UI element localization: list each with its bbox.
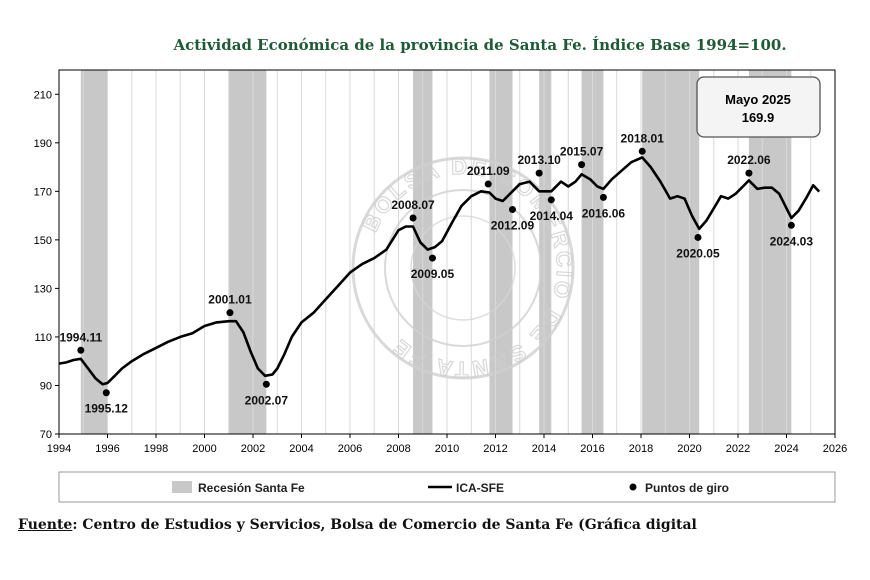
recession-band — [228, 70, 267, 434]
turning-point-label: 2001.01 — [208, 293, 252, 307]
y-tick-label: 190 — [34, 138, 52, 150]
callout-line1: Mayo 2025 — [725, 92, 791, 107]
turning-point — [578, 161, 586, 169]
y-tick-label: 170 — [34, 186, 52, 198]
recession-band — [80, 70, 108, 434]
seal-inner-ring — [384, 189, 542, 347]
x-tick-label: 2020 — [677, 443, 701, 455]
x-tick-label: 2016 — [580, 443, 604, 455]
callout-frame — [696, 76, 821, 138]
turning-point-label: 2018.01 — [621, 131, 665, 145]
turning-point — [484, 180, 492, 188]
x-tick-label: 2008 — [386, 443, 410, 455]
turning-point — [787, 221, 795, 229]
turning-point-label: 2020.05 — [676, 246, 720, 260]
chart-title: Actividad Económica de la provincia de S… — [173, 36, 787, 54]
legend-label-points: Puntos de giro — [645, 481, 729, 495]
turning-point-label: 2024.03 — [770, 234, 814, 248]
y-tick-label: 110 — [34, 332, 52, 344]
axes: 70 90 110 130 150 170 190 210 1994 1996 1998 2000 20… — [34, 69, 847, 455]
x-tick-label: 1996 — [95, 443, 119, 455]
seal-outer-ring — [351, 156, 575, 380]
y-tick-label: 150 — [34, 235, 52, 247]
turning-point — [535, 169, 543, 177]
turning-point — [226, 309, 234, 317]
legend: Recesión Santa Fe ICA-SFE Puntos de giro — [58, 471, 836, 503]
legend-swatch-recession — [172, 481, 192, 493]
x-tick-label: 1998 — [144, 443, 168, 455]
x-tick-label: 1994 — [47, 443, 71, 455]
turning-point — [102, 389, 110, 397]
y-tick-label: 90 — [40, 380, 52, 392]
recession-band — [489, 70, 513, 434]
callout-line2: 169.9 — [742, 110, 775, 125]
turning-point-label: 2009.05 — [411, 267, 455, 281]
x-tick-label: 2004 — [289, 443, 313, 455]
y-tick-label: 70 — [40, 429, 52, 441]
turning-point — [599, 193, 607, 201]
turning-point — [262, 380, 270, 388]
turning-point — [547, 196, 555, 204]
x-tick-label: 2026 — [823, 443, 847, 455]
turning-point-label: 2012.09 — [491, 219, 535, 233]
y-tick-label: 130 — [34, 283, 52, 295]
turning-point-label: 2002.07 — [245, 393, 289, 407]
turning-point-label: 2013.10 — [517, 153, 561, 167]
x-tick-label: 2000 — [192, 443, 216, 455]
x-tick-label: 2018 — [629, 443, 653, 455]
x-tick-label: 2010 — [435, 443, 459, 455]
turning-point — [77, 346, 85, 354]
turning-point — [638, 147, 646, 155]
turning-point-label: 1994.11 — [59, 330, 102, 344]
seal-emblem-ring — [410, 215, 516, 321]
legend-label-line: ICA-SFE — [456, 481, 504, 495]
turning-point-label: 2022.06 — [727, 153, 771, 167]
x-tick-label: 2014 — [532, 443, 556, 455]
turning-point — [508, 206, 516, 214]
turning-point-label: 2011.09 — [467, 164, 510, 178]
turning-point — [428, 254, 436, 262]
series-line — [58, 156, 821, 386]
source-text: : Centro de Estudios y Servicios, Bolsa … — [72, 517, 697, 533]
legend-swatch-points — [629, 483, 637, 491]
turning-point-label: 2014.04 — [530, 209, 574, 223]
source-label: Fuente — [18, 517, 73, 533]
turning-point-label: 2015.07 — [560, 145, 604, 159]
x-tick-label: 2022 — [726, 443, 750, 455]
recession-band — [539, 70, 552, 434]
source-footer: Fuente: Centro de Estudios y Servicios, … — [18, 517, 697, 533]
turning-point — [409, 214, 417, 222]
x-tick-label: 2024 — [774, 443, 798, 455]
chart-canvas: BOLSA DE COMERCIO DE SANTA FE 7090110130… — [34, 69, 847, 503]
legend-label-recession: Recesión Santa Fe — [198, 481, 305, 495]
turning-point-label: 1995.12 — [85, 402, 129, 416]
turning-point-label: 2016.06 — [582, 206, 626, 220]
y-tick-label: 210 — [34, 89, 52, 101]
x-tick-label: 2006 — [338, 443, 362, 455]
x-tick-label: 2002 — [241, 443, 265, 455]
x-tick-label: 2012 — [483, 443, 507, 455]
callout-box: Mayo 2025 169.9 — [696, 76, 821, 138]
series-path-ica-sfe — [58, 156, 821, 386]
turning-points: 1994.11 1995.12 2001.01 2002.07 2008.07 2009.… — [59, 131, 813, 415]
turning-point — [694, 233, 702, 241]
turning-point — [745, 169, 753, 177]
turning-point-label: 2008.07 — [391, 198, 435, 212]
